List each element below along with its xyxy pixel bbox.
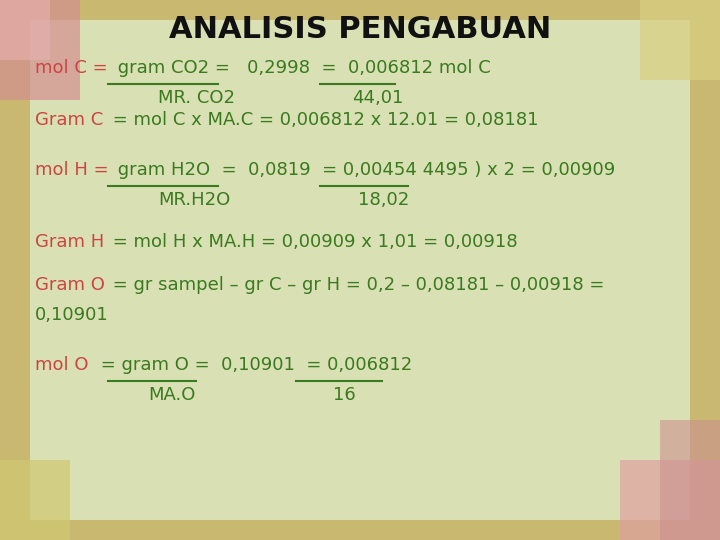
Text: gram CO2 =   0,2998  =  0,006812 mol C: gram CO2 = 0,2998 = 0,006812 mol C [112,59,491,77]
Text: 18,02: 18,02 [358,191,409,209]
Bar [640,0,720,80]
Text: = mol C x MA.C = 0,006812 x 12.01 = 0,08181: = mol C x MA.C = 0,006812 x 12.01 = 0,08… [107,111,539,129]
Text: = gram O =  0,10901  = 0,006812: = gram O = 0,10901 = 0,006812 [95,356,413,374]
Bar [0,460,70,540]
Text: MR. CO2: MR. CO2 [158,89,235,107]
Text: 44,01: 44,01 [352,89,403,107]
Text: gram H2O  =  0,0819  = 0,00454 4495 ) x 2 = 0,00909: gram H2O = 0,0819 = 0,00454 4495 ) x 2 =… [112,161,616,179]
Text: Gram C: Gram C [35,111,103,129]
Text: = mol H x MA.H = 0,00909 x 1,01 = 0,00918: = mol H x MA.H = 0,00909 x 1,01 = 0,0091… [107,233,518,251]
Text: Gram O: Gram O [35,276,105,294]
Text: mol H =: mol H = [35,161,114,179]
Text: mol O: mol O [35,356,89,374]
Text: ANALISIS PENGABUAN: ANALISIS PENGABUAN [169,16,551,44]
Text: mol C =: mol C = [35,59,113,77]
Bar [0,0,50,60]
Bar [0,0,80,100]
Text: = gr sampel – gr C – gr H = 0,2 – 0,08181 – 0,00918 =: = gr sampel – gr C – gr H = 0,2 – 0,0818… [107,276,604,294]
Bar [620,460,720,540]
Text: Gram H: Gram H [35,233,104,251]
Text: MA.O: MA.O [148,386,195,404]
Bar [660,420,720,540]
Text: 16: 16 [333,386,356,404]
Text: 0,10901: 0,10901 [35,306,109,324]
Text: MR.H2O: MR.H2O [158,191,230,209]
